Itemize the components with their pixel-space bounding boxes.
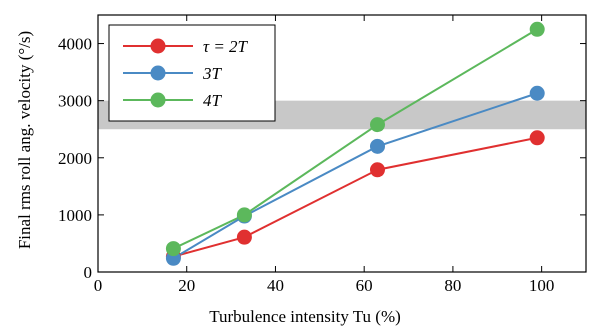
x-axis-label: Turbulence intensity Tu (%) xyxy=(209,307,401,326)
legend-marker xyxy=(150,92,166,108)
legend: τ = 2T 3T 4T xyxy=(108,24,276,122)
plot-frame-layer xyxy=(97,14,587,273)
y-tick-label: 4000 xyxy=(58,35,92,54)
series-1-point xyxy=(529,130,545,146)
series-2-point xyxy=(369,138,385,154)
x-tick-label: 100 xyxy=(529,276,555,295)
series-3-point xyxy=(529,21,545,37)
legend-marker xyxy=(150,65,166,81)
x-tick-label: 40 xyxy=(267,276,284,295)
x-tick-label: 20 xyxy=(178,276,195,295)
series-1-point xyxy=(236,229,252,245)
series-layer xyxy=(165,21,545,266)
y-tick-label: 3000 xyxy=(58,92,92,111)
series-3-point xyxy=(369,117,385,133)
x-tick-label: 60 xyxy=(356,276,373,295)
plot-frame xyxy=(97,14,587,273)
series-line-1 xyxy=(173,136,538,258)
y-axis-label: Final rms roll ang. velocity (°/s) xyxy=(15,31,34,249)
series-3-point xyxy=(165,241,181,257)
series-line-3 xyxy=(172,28,538,250)
series-2-point xyxy=(529,85,545,101)
x-tick-label: 80 xyxy=(444,276,461,295)
legend-label: 4T xyxy=(203,91,223,110)
y-tick-label: 1000 xyxy=(58,206,92,225)
y-tick-label: 0 xyxy=(84,263,93,282)
legend-label: τ = 2T xyxy=(203,37,249,56)
legend-label: 3T xyxy=(202,64,223,83)
legend-marker xyxy=(150,38,166,54)
series-3-point xyxy=(236,207,252,223)
y-tick-label: 2000 xyxy=(58,149,92,168)
x-tick-label: 0 xyxy=(94,276,103,295)
series-line-2 xyxy=(172,92,538,260)
series-1-point xyxy=(369,162,385,178)
